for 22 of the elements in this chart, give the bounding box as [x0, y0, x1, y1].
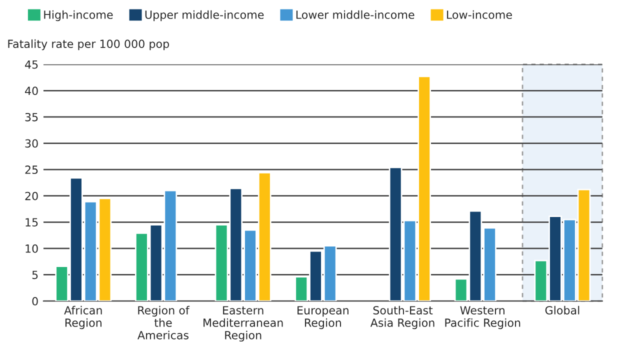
x-tick-label: Western Pacific Region [445, 306, 520, 330]
y-tick-label: 20 [25, 192, 38, 200]
x-tick-label: European Region [298, 306, 348, 330]
y-tick-label: 35 [25, 112, 38, 122]
y-tick-label: 40 [25, 86, 38, 96]
legend-label: Upper middle-income [145, 10, 264, 22]
y-tick-label: 45 [25, 60, 38, 69]
y-axis-title: Fatality rate per 100 000 pop [8, 39, 169, 50]
y-tick-label: 25 [25, 166, 38, 174]
x-tick-label: Global [545, 306, 580, 314]
y-tick-label: 5 [32, 270, 38, 280]
legend-label: Low-income [447, 10, 512, 19]
y-tick-label: 15 [26, 218, 38, 227]
y-tick-label: 30 [25, 139, 38, 148]
legend-label: Lower middle-income [296, 10, 414, 19]
x-tick-label: Region of the Americas [138, 306, 190, 340]
x-tick-label: South-East Asia Region [370, 306, 434, 330]
legend-label: High-income [44, 10, 113, 22]
x-tick-label: Eastern Mediterranean Region [204, 306, 283, 342]
y-tick-label: 10 [26, 244, 38, 253]
y-tick-label: 0 [32, 296, 38, 306]
x-tick-label: African Region [64, 306, 102, 330]
